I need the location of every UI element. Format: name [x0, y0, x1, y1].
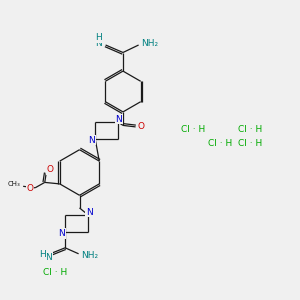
Text: NH₂: NH₂	[81, 251, 99, 260]
Text: CH₃: CH₃	[8, 181, 20, 187]
Text: O: O	[137, 122, 145, 131]
Text: N: N	[88, 136, 95, 145]
Text: Cl · H: Cl · H	[208, 139, 232, 148]
Text: NH₂: NH₂	[141, 39, 159, 48]
Text: O: O	[46, 165, 53, 174]
Text: Cl · H: Cl · H	[44, 268, 68, 277]
Text: Cl · H: Cl · H	[182, 124, 206, 134]
Text: N: N	[58, 229, 65, 238]
Text: N: N	[96, 39, 102, 48]
Text: H: H	[40, 250, 46, 259]
Text: Cl · H: Cl · H	[238, 124, 262, 134]
Text: O: O	[26, 184, 33, 193]
Text: H: H	[96, 33, 102, 42]
Text: Cl · H: Cl · H	[238, 139, 262, 148]
Text: N: N	[115, 115, 122, 124]
Text: N: N	[46, 253, 52, 262]
Text: N: N	[86, 208, 93, 217]
